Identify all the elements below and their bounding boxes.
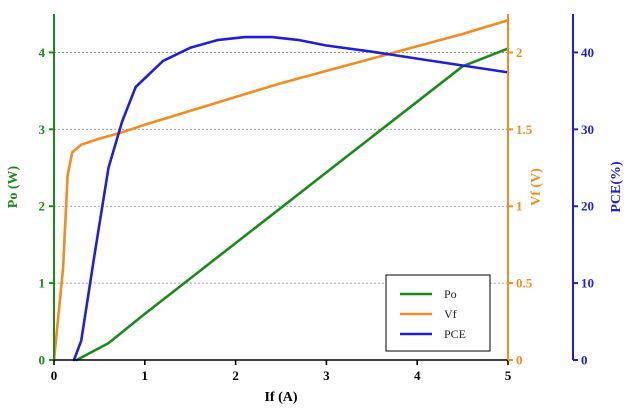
right-axis-title: Vf (V) (529, 168, 544, 206)
far-right-tick-label: 10 (581, 276, 594, 291)
legend-label-pce: PCE (444, 327, 466, 341)
x-tick-label: 1 (142, 368, 149, 383)
left-tick-label: 0 (39, 353, 46, 368)
series-line-pce (72, 35, 510, 362)
x-axis-title: If (A) (264, 390, 297, 405)
x-tick-label: 0 (51, 368, 58, 383)
far-right-tick-label: 0 (581, 353, 588, 368)
right-tick-label: 2 (516, 45, 523, 60)
left-tick-label: 3 (39, 122, 46, 137)
chart-legend: Po Vf PCE (385, 274, 491, 352)
right-tick-label: 0.5 (516, 276, 533, 291)
legend-label-po: Po (444, 287, 457, 301)
grid-layer (54, 52, 508, 284)
far-right-tick-label: 20 (581, 199, 594, 214)
far-right-axis-title: PCE(%) (609, 161, 624, 213)
axis-layer: 0 1 2 3 4 Po (W) 0 1 2 3 4 5 If (A) 0 0.5 1 1.5 2 Vf (V) 0 1… (6, 14, 624, 405)
left-tick-label: 1 (39, 276, 46, 291)
x-tick-label: 4 (414, 368, 421, 383)
left-axis-title: Po (W) (6, 165, 21, 208)
series-line-po (75, 47, 510, 362)
series-layer (52, 18, 510, 362)
right-tick-label: 1.5 (516, 122, 533, 137)
right-tick-label: 1 (516, 199, 523, 214)
series-line-vf (52, 18, 510, 362)
x-tick-label: 2 (232, 368, 239, 383)
far-right-tick-label: 30 (581, 122, 594, 137)
left-tick-label: 2 (39, 199, 46, 214)
x-tick-label: 5 (505, 368, 512, 383)
left-tick-label: 4 (39, 45, 46, 60)
x-tick-label: 3 (323, 368, 330, 383)
right-tick-label: 0 (516, 353, 523, 368)
legend-label-vf: Vf (444, 307, 457, 321)
far-right-tick-label: 40 (581, 45, 594, 60)
